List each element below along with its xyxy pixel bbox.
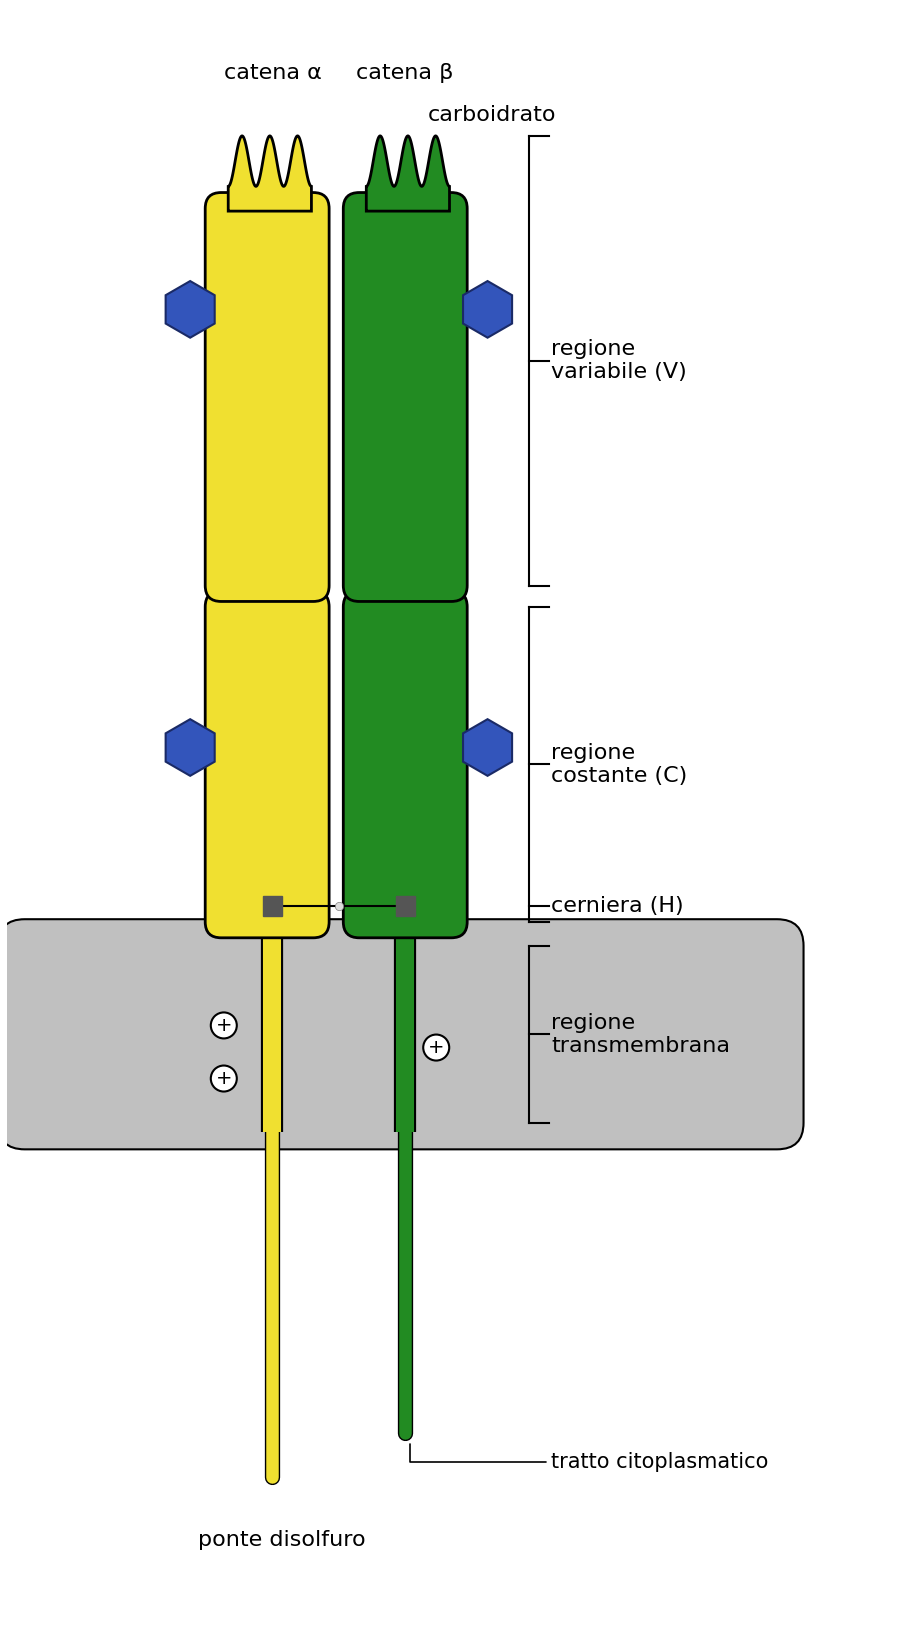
Text: +: + (428, 1037, 444, 1057)
Polygon shape (228, 137, 311, 211)
Text: +: + (216, 1016, 232, 1034)
Polygon shape (463, 281, 512, 338)
Text: catena α: catena α (224, 63, 322, 83)
Text: +: + (216, 1068, 232, 1088)
Text: carboidrato: carboidrato (427, 106, 556, 125)
Text: tratto citoplasmatico: tratto citoplasmatico (410, 1444, 769, 1472)
Polygon shape (165, 281, 215, 338)
Bar (263, 896, 282, 915)
Text: regione
transmembrana: regione transmembrana (551, 1013, 730, 1055)
FancyBboxPatch shape (205, 192, 329, 602)
FancyBboxPatch shape (0, 919, 804, 1150)
Polygon shape (463, 719, 512, 776)
Text: catena β: catena β (357, 63, 454, 83)
Polygon shape (366, 137, 450, 211)
Text: regione
costante (C): regione costante (C) (551, 743, 688, 785)
FancyBboxPatch shape (205, 590, 329, 938)
Text: regione
variabile (V): regione variabile (V) (551, 340, 687, 382)
FancyBboxPatch shape (343, 192, 467, 602)
Bar (396, 896, 415, 915)
Text: ponte disolfuro: ponte disolfuro (198, 1530, 365, 1550)
Polygon shape (165, 719, 215, 776)
Text: cerniera (H): cerniera (H) (551, 896, 684, 915)
FancyBboxPatch shape (343, 590, 467, 938)
